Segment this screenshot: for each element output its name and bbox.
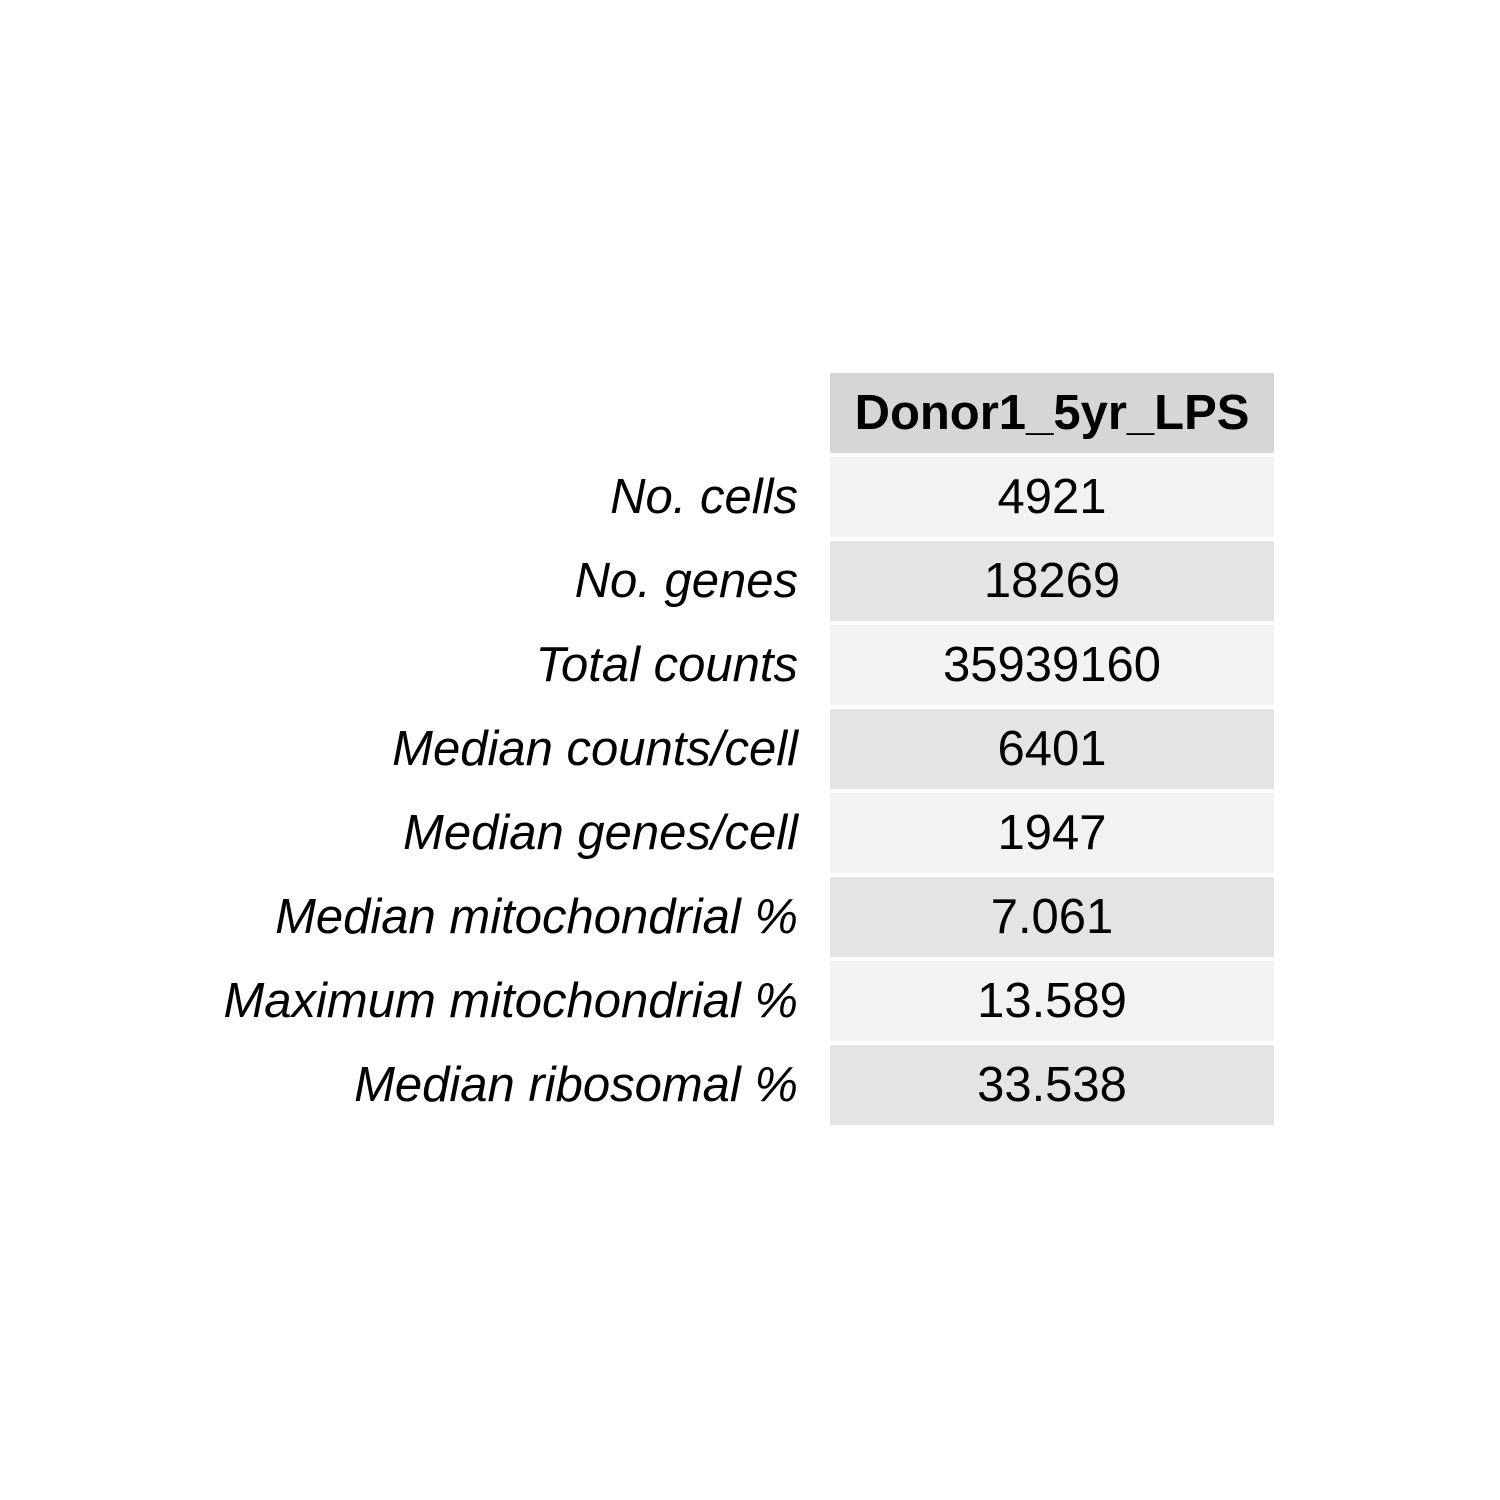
row-value-cell: 13.589 xyxy=(830,961,1274,1041)
row-label: Median counts/cell xyxy=(392,722,798,776)
column-header: Donor1_5yr_LPS xyxy=(830,373,1274,453)
row-label: Median mitochondrial % xyxy=(275,890,798,944)
row-value-cell: 4921 xyxy=(830,457,1274,537)
row-value-cell: 18269 xyxy=(830,541,1274,621)
row-value-cell: 33.538 xyxy=(830,1045,1274,1125)
row-value-cell: 35939160 xyxy=(830,625,1274,705)
row-label: No. cells xyxy=(610,470,798,524)
row-value-cell: 7.061 xyxy=(830,877,1274,957)
row-label: Median genes/cell xyxy=(403,806,798,860)
row-label: No. genes xyxy=(574,554,798,608)
row-value-cell: 1947 xyxy=(830,793,1274,873)
row-label: Total counts xyxy=(535,638,798,692)
row-value-cell: 6401 xyxy=(830,709,1274,789)
row-label: Maximum mitochondrial % xyxy=(223,974,798,1028)
row-label: Median ribosomal % xyxy=(354,1058,798,1112)
